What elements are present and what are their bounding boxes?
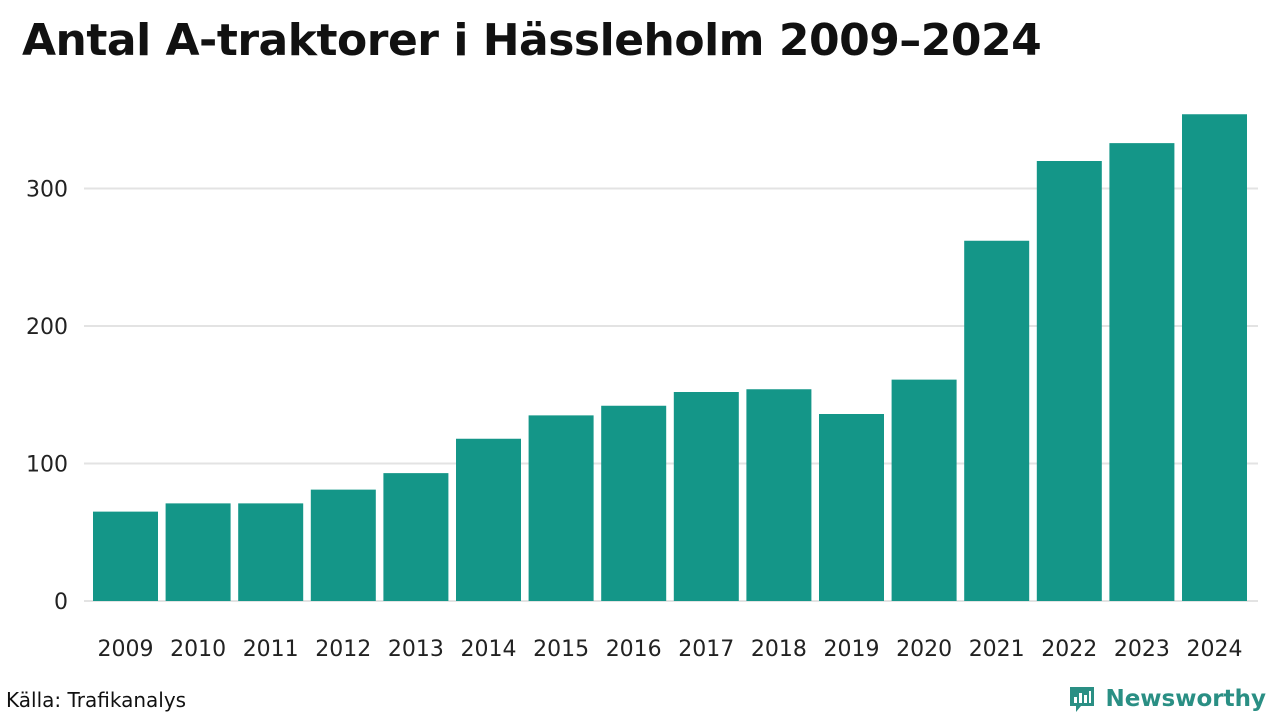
bar-2018 xyxy=(746,389,812,601)
bar-2010 xyxy=(165,503,231,601)
x-tick-label: 2024 xyxy=(1187,637,1243,662)
bar-2011 xyxy=(238,503,304,601)
x-tick-label: 2023 xyxy=(1114,637,1170,662)
x-tick-label: 2019 xyxy=(824,637,880,662)
y-tick-label: 100 xyxy=(26,453,68,478)
bar-2021 xyxy=(964,240,1030,601)
x-tick-label: 2018 xyxy=(751,637,807,662)
bar-2019 xyxy=(819,414,884,601)
bar-2016 xyxy=(601,405,667,601)
x-tick-label: 2011 xyxy=(243,637,299,662)
brand-logo: Newsworthy xyxy=(1067,684,1266,714)
bar-2015 xyxy=(528,415,594,601)
x-tick-label: 2010 xyxy=(170,637,226,662)
bar-2013 xyxy=(383,473,449,601)
source-note: Källa: Trafikanalys xyxy=(6,688,187,712)
chart-title: Antal A-traktorer i Hässleholm 2009–2024 xyxy=(22,15,1042,66)
bar-2022 xyxy=(1036,161,1102,601)
bar-2009 xyxy=(93,511,158,601)
x-tick-label: 2012 xyxy=(315,637,371,662)
y-axis-tick-labels: 0 100 200 300 xyxy=(26,178,68,616)
y-tick-label: 200 xyxy=(26,315,68,340)
x-tick-label: 2016 xyxy=(606,637,662,662)
x-tick-label: 2015 xyxy=(533,637,589,662)
x-tick-label: 2021 xyxy=(969,637,1025,662)
bar-2023 xyxy=(1109,143,1175,601)
bar-2020 xyxy=(891,379,957,601)
x-tick-label: 2020 xyxy=(896,637,952,662)
y-tick-label: 0 xyxy=(54,590,68,615)
x-tick-label: 2009 xyxy=(98,637,154,662)
brand-name: Newsworthy xyxy=(1105,686,1266,712)
x-tick-label: 2022 xyxy=(1041,637,1097,662)
x-tick-label: 2014 xyxy=(461,637,517,662)
bars xyxy=(93,114,1247,601)
x-tick-label: 2017 xyxy=(678,637,734,662)
bar-chart-speech-bubble-icon xyxy=(1070,687,1095,712)
x-axis-tick-labels: 2009 2010 2011 2012 2013 2014 2015 2016 2017 2018… xyxy=(98,637,1243,662)
bar-2024 xyxy=(1182,114,1247,601)
bar-2014 xyxy=(456,438,521,601)
bar-2017 xyxy=(673,392,739,601)
bar-2012 xyxy=(310,489,376,601)
y-tick-label: 300 xyxy=(26,178,68,203)
x-tick-label: 2013 xyxy=(388,637,444,662)
